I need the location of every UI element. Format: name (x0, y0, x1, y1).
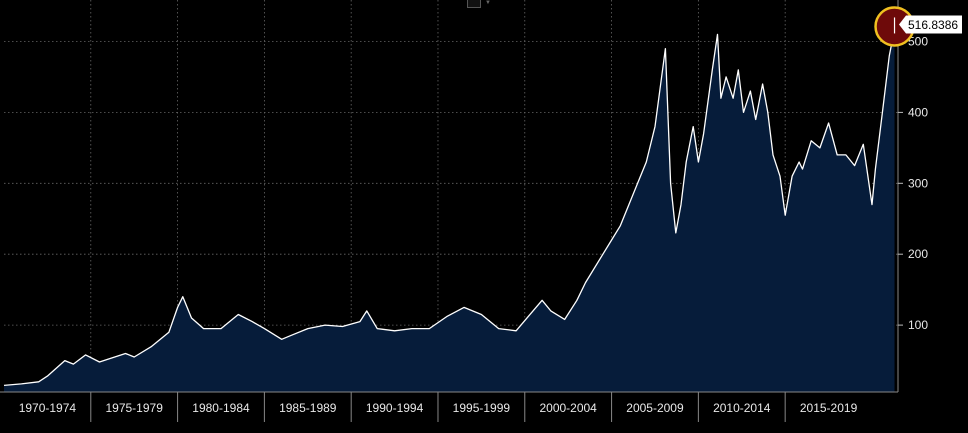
y-tick-label: 500 (908, 35, 928, 49)
series-area-fill (4, 29, 895, 393)
x-tick-label: 1980-1984 (192, 401, 250, 415)
y-axis: 100 200 300 400 500 (897, 0, 928, 392)
y-tick-label: 100 (908, 318, 928, 332)
last-value-label: 516.8386 (908, 18, 958, 32)
x-tick-label: 1990-1994 (366, 401, 424, 415)
x-tick-label: 2000-2004 (539, 401, 597, 415)
chart-type-icon[interactable] (467, 0, 481, 8)
series-line (3, 29, 896, 387)
x-tick-label: 1995-1999 (453, 401, 511, 415)
last-value-marker: 516.8386 (874, 6, 962, 47)
x-tick-label: 2015-2019 (800, 401, 858, 415)
x-tick-label: 2010-2014 (713, 401, 771, 415)
last-value-tag (899, 15, 962, 34)
chevron-down-icon[interactable]: ▼ (485, 0, 491, 6)
x-tick-label: 1985-1989 (279, 401, 337, 415)
x-tick-label: 1975-1979 (105, 401, 163, 415)
x-tick-label: 1970-1974 (19, 401, 77, 415)
y-tick-label: 200 (908, 247, 928, 261)
x-axis: 1970-1974 1975-1979 1980-1984 1985-1989 1990… (0, 391, 898, 422)
y-tick-label: 300 (908, 176, 928, 190)
x-tick-label: 2005-2009 (626, 401, 684, 415)
y-tick-label: 400 (908, 105, 928, 119)
